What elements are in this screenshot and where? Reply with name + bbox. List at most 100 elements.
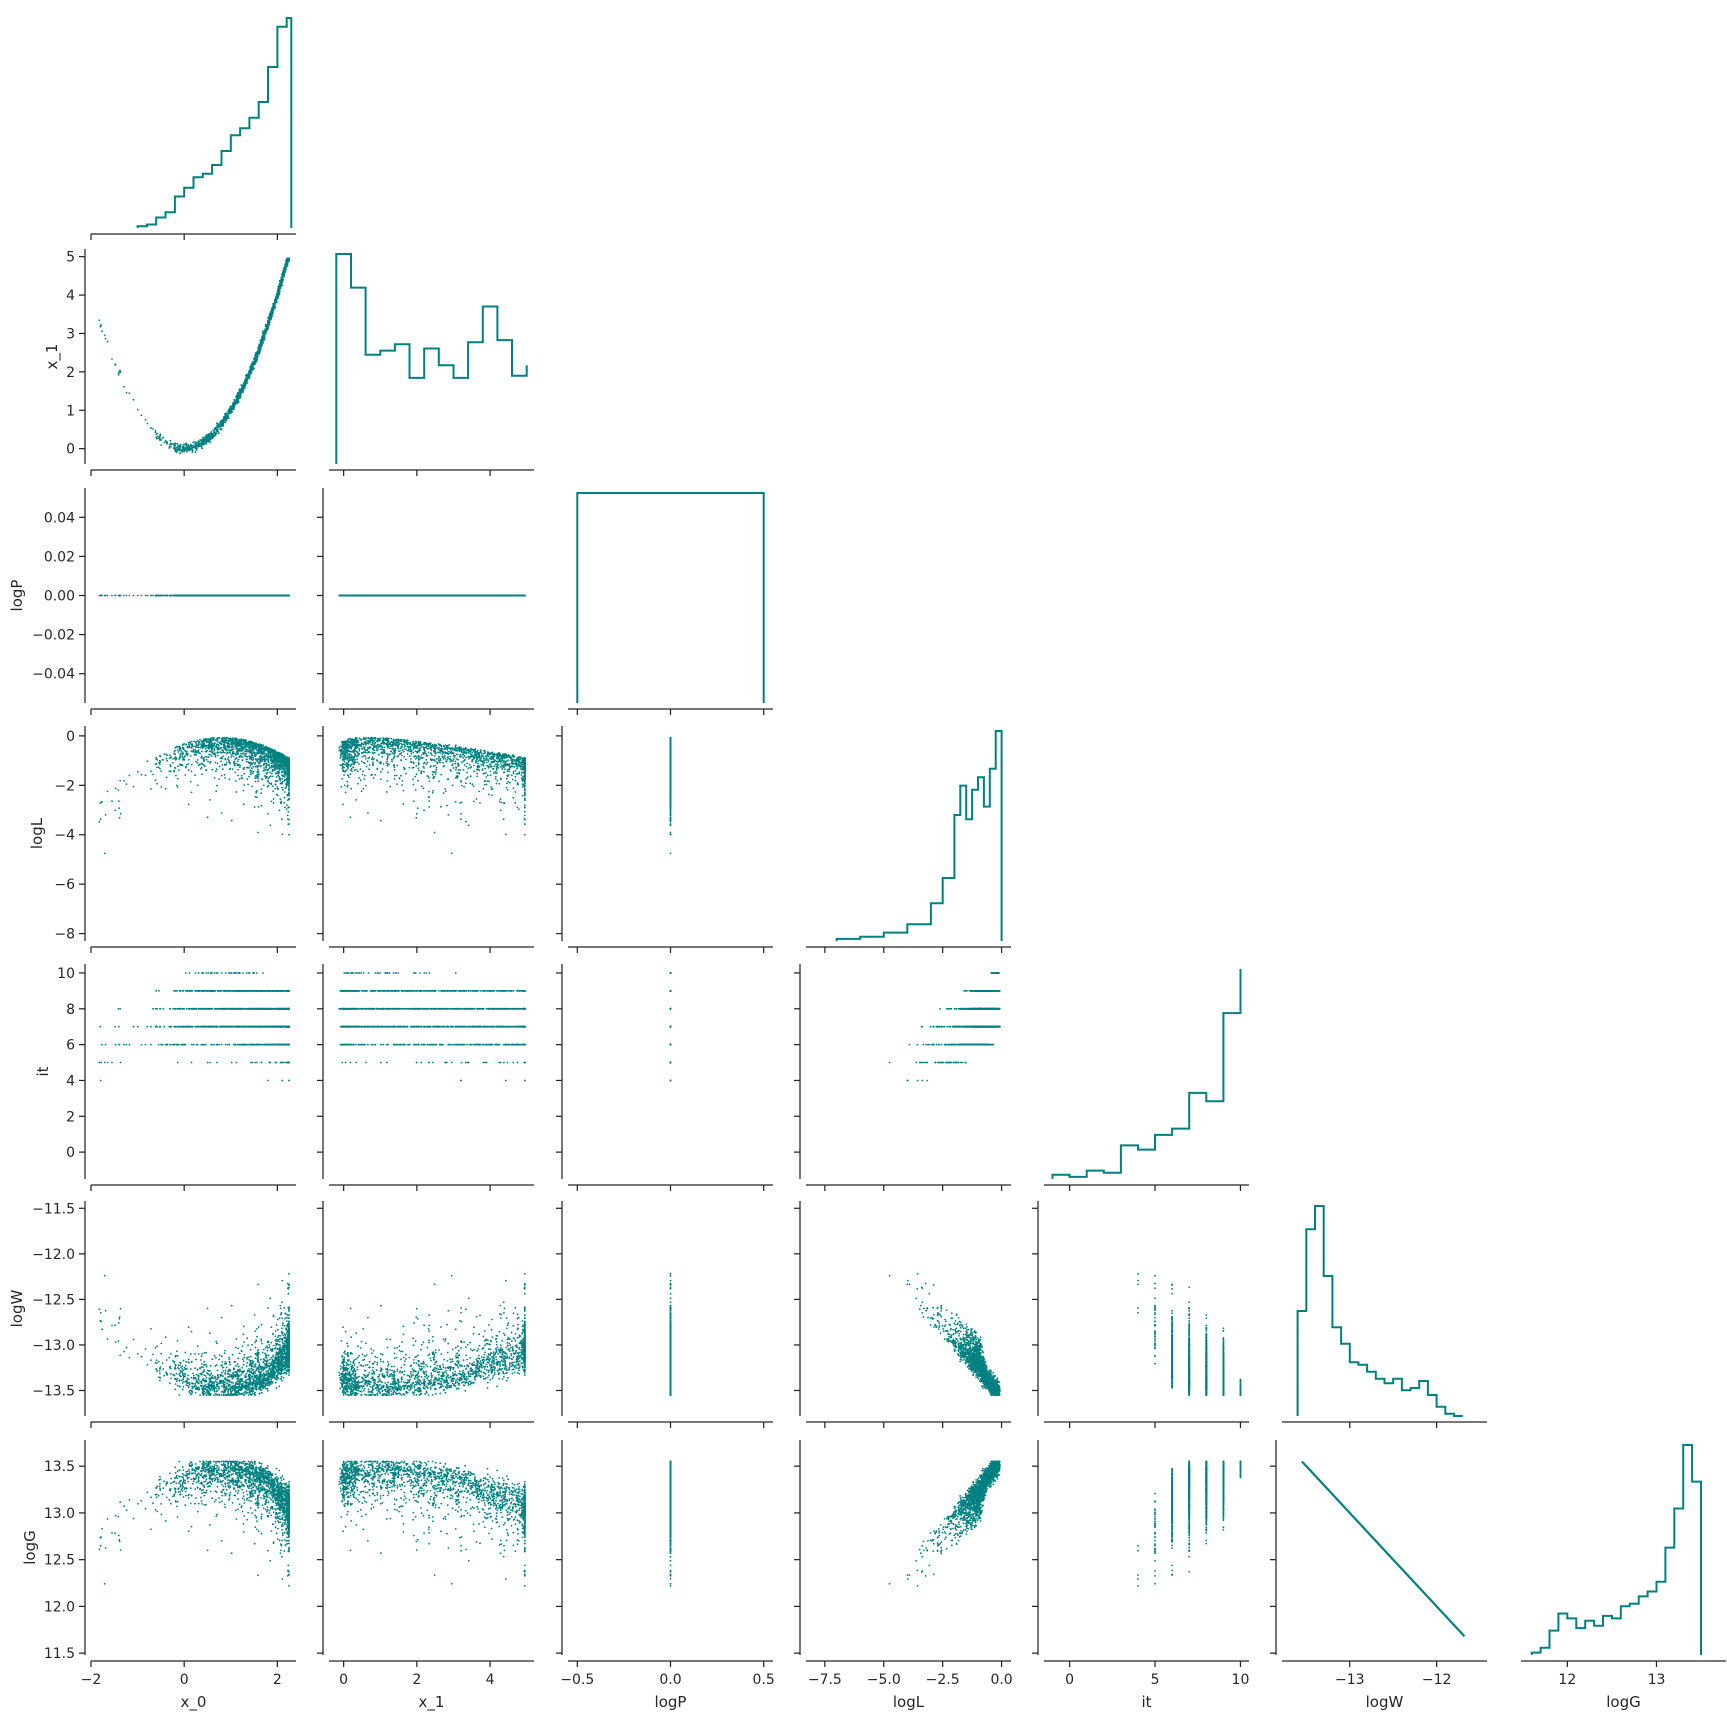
scatter-point xyxy=(172,594,174,597)
scatter-point xyxy=(201,594,204,597)
scatter-point xyxy=(248,377,251,380)
scatter-point xyxy=(152,594,154,597)
scatter-point xyxy=(278,283,281,286)
scatter-point xyxy=(192,594,195,597)
scatter-point xyxy=(208,432,211,435)
y-tick-label-x_1: 4 xyxy=(66,288,75,304)
scatter-point xyxy=(169,443,171,446)
scatter-point xyxy=(246,382,249,385)
scatter-point xyxy=(204,594,206,597)
scatter-point xyxy=(227,417,229,420)
y-tick-label-x_1: 1 xyxy=(66,403,75,419)
scatter-point xyxy=(199,443,201,446)
scatter-point xyxy=(106,594,109,597)
scatter-point xyxy=(159,433,162,436)
scatter-point xyxy=(150,594,152,597)
scatter-point xyxy=(253,367,255,370)
scatter-point xyxy=(264,330,267,332)
scatter-point xyxy=(208,438,211,441)
scatter-point xyxy=(117,374,120,376)
scatter-point xyxy=(200,439,202,442)
scatter-point xyxy=(217,424,220,427)
scatter-point xyxy=(288,594,290,597)
scatter-point xyxy=(211,434,213,437)
scatter-point xyxy=(239,396,241,398)
scatter-point xyxy=(128,594,131,597)
panel-x_0-vs-x_0 xyxy=(90,17,296,240)
scatter-point xyxy=(175,451,178,454)
scatter-point xyxy=(199,445,202,448)
scatter-point xyxy=(123,594,125,597)
scatter-point xyxy=(185,443,188,445)
scatter-point xyxy=(193,441,196,443)
scatter-point xyxy=(128,392,131,394)
scatter-point xyxy=(101,330,103,333)
scatter-point xyxy=(246,374,249,376)
scatter-point xyxy=(150,427,152,430)
scatter-point xyxy=(258,349,260,352)
scatter-point xyxy=(272,310,274,313)
scatter-point xyxy=(186,450,188,453)
scatter-point xyxy=(125,594,128,597)
scatter-point xyxy=(187,448,190,451)
scatter-point xyxy=(161,437,164,439)
scatter-point xyxy=(277,290,280,293)
scatter-point xyxy=(250,365,253,368)
scatter-point xyxy=(99,324,102,327)
scatter-point xyxy=(282,594,285,597)
scatter-point xyxy=(194,594,197,597)
scatter-point xyxy=(239,393,242,396)
scatter-point xyxy=(98,319,101,322)
scatter-point xyxy=(165,442,168,444)
scatter-point xyxy=(269,319,272,321)
scatter-point xyxy=(240,384,243,387)
scatter-point xyxy=(268,314,271,317)
scatter-point xyxy=(173,446,176,449)
scatter-point xyxy=(192,445,195,448)
scatter-point xyxy=(236,396,239,399)
scatter-point xyxy=(245,376,248,379)
scatter-point xyxy=(181,451,184,453)
y-tick-label-x_1: 3 xyxy=(66,326,75,342)
scatter-points-logP-x_0 xyxy=(98,594,290,597)
scatter-point xyxy=(202,443,205,446)
scatter-point xyxy=(175,448,178,451)
histogram-x_0 xyxy=(136,17,293,228)
y-tick-label-x_1: 0 xyxy=(66,442,75,458)
scatter-point xyxy=(286,594,289,597)
scatter-point xyxy=(284,263,287,266)
scatter-point xyxy=(225,412,228,415)
scatter-point xyxy=(260,342,263,345)
scatter-point xyxy=(214,426,217,429)
scatter-point xyxy=(155,436,158,439)
scatter-point xyxy=(187,594,190,597)
scatter-point xyxy=(176,443,179,445)
scatter-point xyxy=(211,594,213,597)
scatter-points-logP-x_1 xyxy=(338,594,526,597)
scatter-point xyxy=(236,401,238,404)
scatter-point xyxy=(164,439,167,442)
scatter-point xyxy=(159,594,161,597)
scatter-point xyxy=(283,267,286,270)
scatter-point xyxy=(114,594,117,597)
scatter-point xyxy=(244,378,247,381)
y-tick-label-x_1: 2 xyxy=(66,365,75,381)
scatter-point xyxy=(106,340,109,343)
scatter-point xyxy=(263,594,266,597)
scatter-point xyxy=(262,339,264,342)
scatter-point xyxy=(266,327,269,329)
scatter-point xyxy=(220,420,223,423)
scatter-point xyxy=(220,428,223,430)
scatter-point xyxy=(160,444,163,446)
scatter-point xyxy=(254,359,256,362)
scatter-point xyxy=(288,257,290,260)
scatter-point xyxy=(137,408,139,411)
scatter-point xyxy=(255,355,257,357)
scatter-point xyxy=(263,335,266,337)
scatter-point xyxy=(250,368,253,371)
panel-logP-vs-x_0: −0.04−0.020.000.020.04 xyxy=(32,488,296,715)
scatter-point xyxy=(177,444,179,447)
scatter-point xyxy=(137,594,139,597)
scatter-point xyxy=(201,447,204,450)
scatter-point xyxy=(209,441,212,444)
